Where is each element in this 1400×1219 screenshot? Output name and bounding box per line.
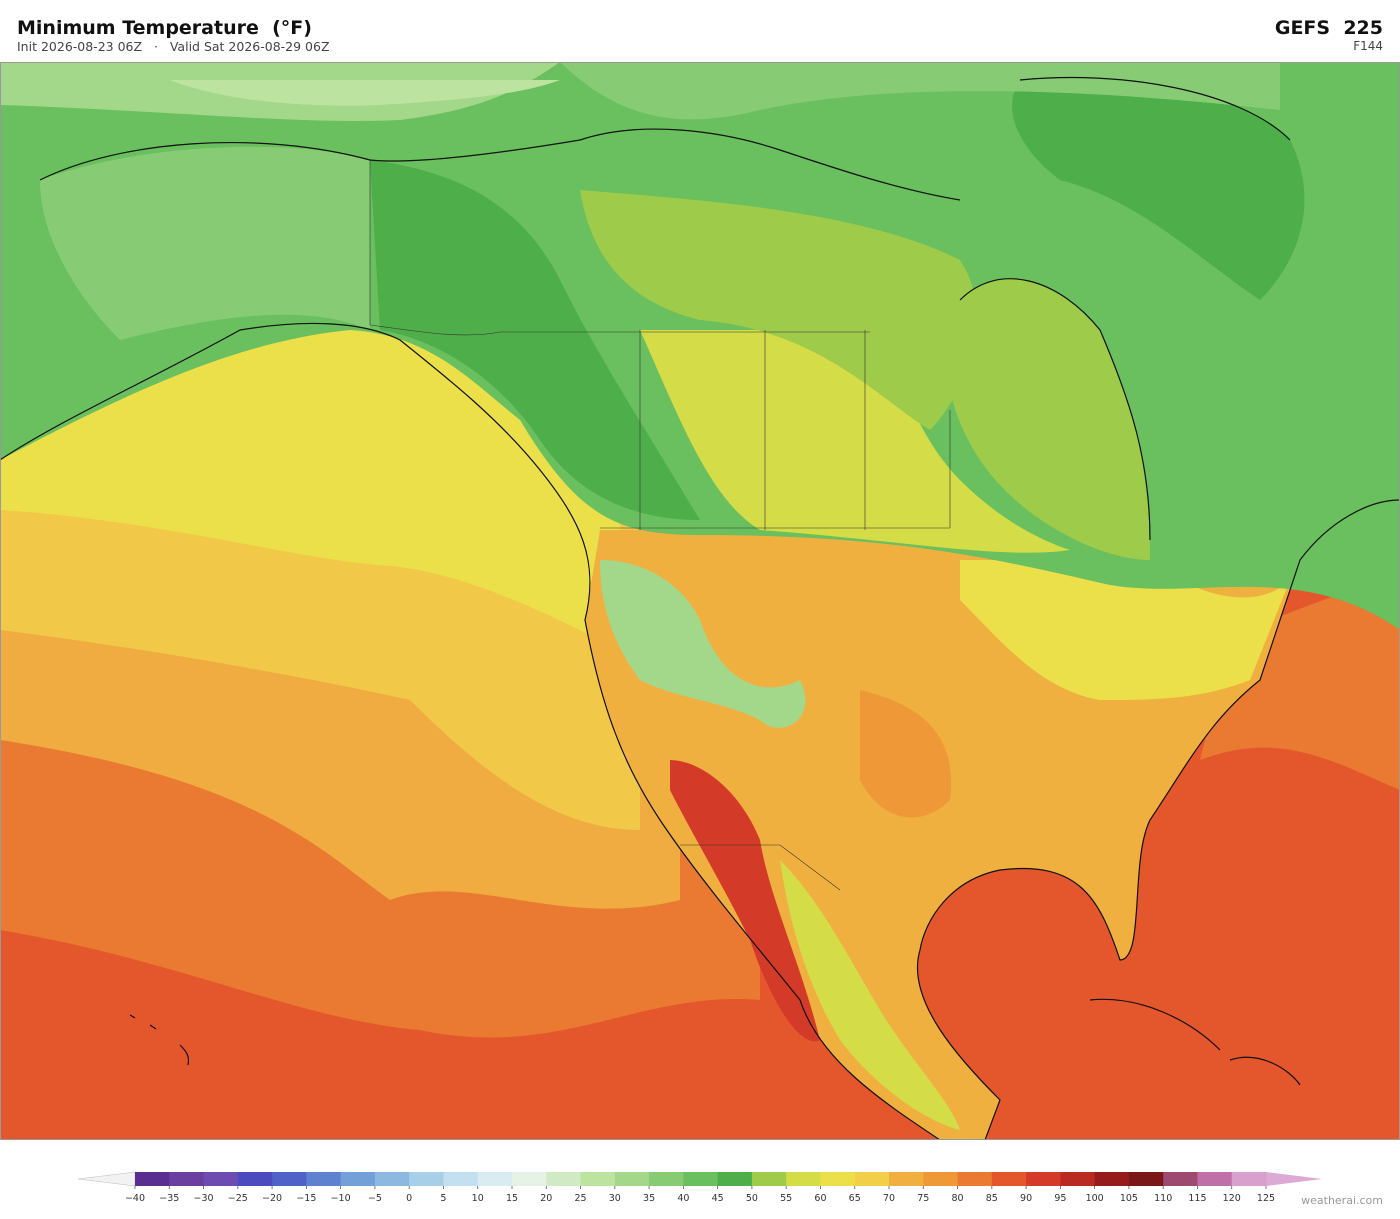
colorbar-bin [786, 1172, 821, 1186]
temp-zone [170, 80, 560, 106]
temp-zone [40, 146, 370, 340]
coastline [0, 322, 941, 1140]
colorbar-bin [477, 1172, 513, 1186]
colorbar-tick-label: 55 [780, 1193, 792, 1204]
colorbar-tick-label: 20 [540, 1193, 552, 1204]
colorbar-bin [1128, 1172, 1164, 1186]
colorbar-bin [169, 1172, 205, 1186]
colorbar-tick-label: 125 [1257, 1193, 1275, 1204]
temp-zone [780, 860, 960, 1130]
colorbar-tick-label: −20 [262, 1193, 282, 1204]
temp-zone [1012, 77, 1305, 300]
colorbar-tick-label: 45 [712, 1193, 724, 1204]
colorbar-tick-label: 15 [506, 1193, 518, 1204]
temp-zone [600, 560, 806, 728]
colorbar-bin [1231, 1172, 1267, 1186]
colorbar-tick-label: −15 [296, 1193, 316, 1204]
temp-zone [946, 278, 1150, 560]
colorbar-bin [751, 1172, 787, 1186]
colorbar-bin [580, 1172, 616, 1186]
colorbar-bin [683, 1172, 719, 1186]
colorbar-tick-label: 10 [472, 1193, 484, 1204]
colorbar-tick-label: 110 [1154, 1193, 1172, 1204]
colorbar-tick-label: −35 [159, 1193, 179, 1204]
colorbar-tick-label: 65 [849, 1193, 861, 1204]
colorbar-bin [512, 1172, 547, 1186]
colorbar-tick-label: 0 [406, 1193, 412, 1204]
coastline [39, 76, 1291, 541]
coastline [917, 499, 1400, 1140]
colorbar-bin [854, 1172, 890, 1186]
colorbar-tick-label: −40 [125, 1193, 145, 1204]
colorbar-bin [1060, 1172, 1096, 1186]
colorbar-bin [237, 1172, 273, 1186]
colorbar-bin [717, 1172, 753, 1186]
colorbar-bin [649, 1172, 684, 1186]
colorbar-bin [1197, 1172, 1233, 1186]
colorbar-bin [272, 1172, 307, 1186]
map [0, 62, 1400, 1140]
model-label: GEFS 225 [1275, 17, 1383, 39]
temp-zone [370, 160, 700, 520]
colorbar-tick-label: −10 [331, 1193, 351, 1204]
colorbar-over [1266, 1172, 1322, 1186]
colorbar-tick-label: 105 [1120, 1193, 1138, 1204]
colorbar-bin [614, 1172, 650, 1186]
colorbar-bin [1026, 1172, 1061, 1186]
temp-zone [960, 560, 1290, 700]
border [369, 160, 951, 891]
colorbar-bin [957, 1172, 993, 1186]
colorbar-tick-label: 75 [917, 1193, 929, 1204]
colorbar-tick-label: 85 [986, 1193, 998, 1204]
colorbar-tick-label: 5 [440, 1193, 446, 1204]
colorbar-bin [306, 1172, 342, 1186]
colorbar-tick-label: 40 [677, 1193, 689, 1204]
colorbar-bin [889, 1172, 924, 1186]
colorbar-tick-label: 115 [1188, 1193, 1206, 1204]
title: Minimum Temperature (°F) [17, 17, 312, 39]
colorbar-tick-label: 70 [883, 1193, 895, 1204]
temp-zone [670, 760, 820, 1042]
colorbar-tick-label: 100 [1086, 1193, 1104, 1204]
colorbar-bin [340, 1172, 376, 1186]
temp-zone [560, 62, 1280, 120]
colorbar-tick-label: 80 [951, 1193, 963, 1204]
temp-zone [860, 690, 952, 818]
colorbar-tick-label: 90 [1020, 1193, 1032, 1204]
colorbar-tick-label: −5 [368, 1193, 382, 1204]
colorbar: −40 −35 −30 −25 −20 −15 −10 −5 0 5 10 15 20 25 30 35 40 4… [77, 1171, 1322, 1204]
colorbar-bin [820, 1172, 856, 1186]
temp-zone [580, 190, 977, 430]
colorbar-bin [443, 1172, 479, 1186]
temp-zone [1200, 570, 1400, 790]
colorbar-tick-label: 35 [643, 1193, 655, 1204]
colorbar-tick-label: −30 [194, 1193, 214, 1204]
colorbar-bin [409, 1172, 444, 1186]
temp-zone [640, 330, 1070, 553]
colorbar-tick-label: 120 [1223, 1193, 1241, 1204]
colorbar-tick-label: 30 [609, 1193, 621, 1204]
colorbar-tick-label: 25 [574, 1193, 586, 1204]
colorbar-tick-label: 50 [746, 1193, 758, 1204]
colorbar-bin [203, 1172, 239, 1186]
colorbar-bin [1163, 1172, 1198, 1186]
subtitle: Init 2026-08-23 06Z · Valid Sat 2026-08-… [17, 39, 330, 54]
colorbar-tick-label: −25 [228, 1193, 248, 1204]
colorbar-bin [1094, 1172, 1130, 1186]
colorbar-tick-label: 95 [1054, 1193, 1066, 1204]
colorbar-bin [991, 1172, 1027, 1186]
colorbar-bin [374, 1172, 410, 1186]
forecast-hour: F144 [1353, 39, 1383, 53]
colorbar-bin [135, 1172, 170, 1186]
credit: weatherai.com [1301, 1194, 1383, 1207]
colorbar-bin [923, 1172, 959, 1186]
colorbar-tick-label: 60 [814, 1193, 826, 1204]
colorbar-bin [546, 1172, 582, 1186]
coastline [129, 998, 1301, 1086]
